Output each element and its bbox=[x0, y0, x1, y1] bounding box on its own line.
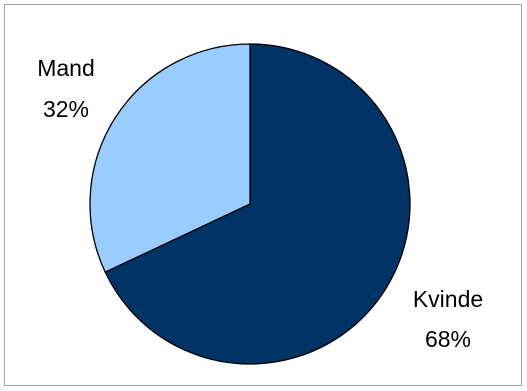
slice-label-mand-name: Mand bbox=[37, 55, 95, 81]
pie-slice-kvinde bbox=[104, 43, 411, 365]
pie-slices bbox=[89, 43, 411, 365]
pie-slice-mand bbox=[89, 43, 251, 273]
slice-label-kvinde-name: Kvinde bbox=[413, 286, 483, 312]
slice-label-mand-percent: 32% bbox=[43, 96, 89, 122]
slice-label-kvinde-percent: 68% bbox=[425, 326, 471, 352]
